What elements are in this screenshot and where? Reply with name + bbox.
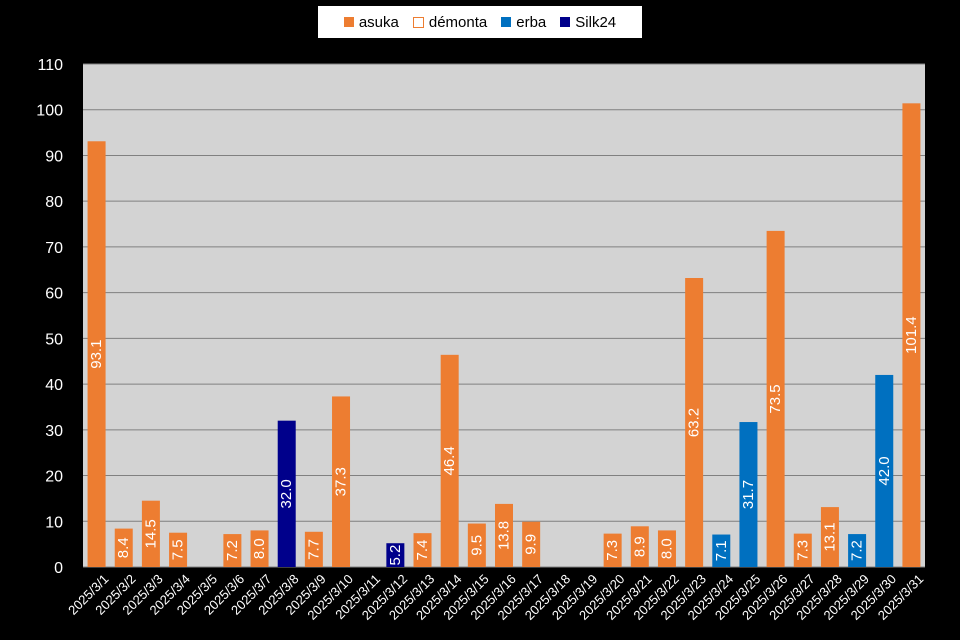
bar-erba	[739, 422, 758, 567]
legend-label: asuka	[358, 13, 399, 31]
legend-label: démonta	[428, 13, 488, 31]
y-tick-label: 40	[45, 377, 63, 394]
y-tick-label: 80	[45, 194, 63, 211]
legend-item-silk24: Silk24	[560, 14, 616, 31]
data-label: 9.5	[468, 535, 485, 556]
bar-erba	[848, 534, 867, 567]
bar-asuka	[522, 521, 541, 567]
y-tick-label: 90	[45, 148, 63, 165]
y-tick-label: 100	[36, 103, 63, 120]
data-label: 7.3	[794, 540, 811, 561]
data-label: 8.4	[115, 537, 132, 558]
data-label: 63.2	[686, 408, 703, 437]
data-label: 8.9	[631, 536, 648, 557]
bar-asuka	[304, 531, 323, 567]
bar-asuka	[657, 530, 676, 567]
bar-asuka	[630, 526, 649, 567]
y-axis-ticks: 0 10 20 30 40 50 60 70 80 90 100 110	[36, 57, 63, 577]
data-label: 32.0	[278, 479, 295, 508]
legend-item-démonta: démonta	[412, 13, 488, 31]
data-label: 8.0	[658, 538, 675, 559]
bar-asuka	[440, 354, 459, 567]
data-label: 14.5	[142, 519, 159, 548]
bar-asuka	[685, 278, 704, 567]
data-label: 7.7	[305, 539, 322, 560]
data-label: 37.3	[333, 467, 350, 496]
data-label: 13.8	[496, 521, 513, 550]
y-tick-label: 70	[45, 240, 63, 257]
bar-asuka	[114, 528, 133, 567]
legend: asuka démonta erba Silk24	[318, 6, 642, 38]
bar-erba	[712, 534, 731, 567]
bar-asuka	[766, 230, 785, 567]
data-label: 7.5	[170, 539, 187, 560]
data-label: 9.9	[523, 534, 540, 555]
legend-swatch	[343, 17, 354, 27]
y-tick-label: 20	[45, 469, 63, 486]
bar-asuka	[223, 534, 242, 567]
bar-asuka	[332, 396, 351, 567]
bars	[87, 103, 921, 568]
y-tick-label: 10	[45, 514, 63, 531]
data-label: 46.4	[441, 446, 458, 475]
data-label: 7.2	[849, 540, 866, 561]
legend-label: erba	[516, 13, 547, 31]
data-label: 7.3	[604, 540, 621, 561]
bar-asuka	[902, 103, 921, 568]
bar-asuka	[495, 503, 513, 567]
bar-asuka	[793, 533, 812, 567]
bar-asuka	[820, 507, 839, 567]
bar-asuka	[87, 141, 106, 567]
data-label: 31.7	[740, 480, 757, 509]
data-label: 42.0	[876, 456, 893, 485]
y-tick-label: 50	[45, 331, 63, 348]
bar-asuka	[169, 532, 188, 567]
bar-asuka	[603, 533, 622, 567]
data-label: 93.1	[88, 340, 105, 369]
bar-silk24	[386, 543, 405, 567]
data-label: 73.5	[767, 384, 784, 413]
y-tick-label: 30	[45, 423, 63, 440]
data-label: 8.0	[251, 538, 268, 559]
data-label: 7.2	[224, 540, 241, 561]
bar-silk24	[277, 420, 296, 567]
bar-asuka	[413, 533, 432, 567]
data-label: 13.1	[821, 522, 838, 551]
bar-asuka	[141, 500, 160, 567]
bar-erba	[875, 374, 894, 567]
legend-item-erba: erba	[501, 14, 546, 31]
data-labels: 93.1 8.4 14.5 7.5 7.2 8.0 7.7 37.3 7.4 46.4 9.5 13.…	[88, 316, 920, 565]
data-label: 101.4	[903, 316, 920, 354]
y-tick-label: 60	[45, 286, 63, 303]
legend-swatch	[501, 17, 512, 27]
bar-asuka	[250, 530, 269, 567]
y-tick-label: 110	[37, 57, 63, 74]
y-tick-label: 0	[54, 560, 63, 577]
legend-item-asuka: asuka	[343, 13, 399, 31]
legend-swatch	[560, 17, 571, 27]
data-label: 7.1	[713, 540, 730, 561]
legend-label: Silk24	[575, 13, 617, 31]
data-label: 7.4	[414, 540, 431, 561]
data-label: 5.2	[387, 545, 404, 566]
bar-asuka	[467, 523, 486, 567]
legend-swatch	[412, 16, 424, 28]
plot-area	[83, 64, 925, 567]
